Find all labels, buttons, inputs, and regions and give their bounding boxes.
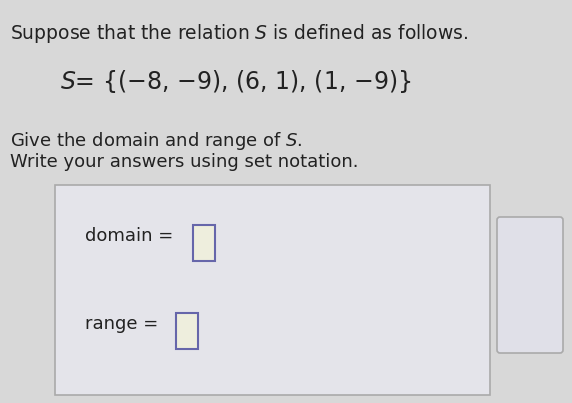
Text: Suppose that the relation $S$ is defined as follows.: Suppose that the relation $S$ is defined…: [10, 22, 468, 45]
Text: Write your answers using set notation.: Write your answers using set notation.: [10, 153, 359, 171]
FancyBboxPatch shape: [176, 313, 198, 349]
Text: domain =: domain =: [85, 227, 179, 245]
FancyBboxPatch shape: [193, 225, 215, 261]
FancyBboxPatch shape: [497, 217, 563, 353]
Text: range =: range =: [85, 315, 164, 333]
Text: Give the domain and range of $S$.: Give the domain and range of $S$.: [10, 130, 303, 152]
Text: $S$= {($-$8, $-$9), (6, 1), (1, $-$9)}: $S$= {($-$8, $-$9), (6, 1), (1, $-$9)}: [60, 68, 411, 95]
FancyBboxPatch shape: [55, 185, 490, 395]
